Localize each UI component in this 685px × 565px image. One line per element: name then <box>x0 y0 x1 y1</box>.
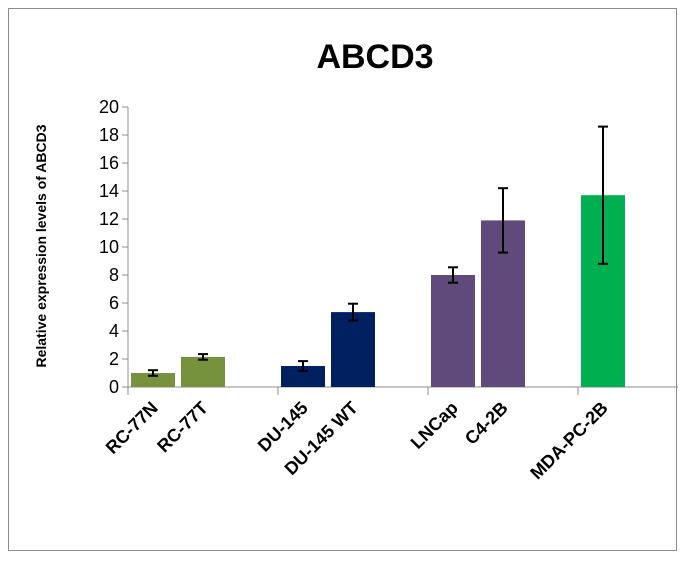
chart-title: ABCD3 <box>316 38 433 76</box>
chart-area <box>8 8 677 551</box>
bar <box>431 275 475 387</box>
y-tick-label: 6 <box>109 293 119 313</box>
y-tick-label: 4 <box>109 321 119 341</box>
y-tick-label: 12 <box>99 209 119 229</box>
y-tick-label: 14 <box>99 181 119 201</box>
bar <box>181 356 225 387</box>
x-tick-label: C4-2B <box>461 398 512 449</box>
bars <box>131 195 625 387</box>
y-tick-label: 8 <box>109 265 119 285</box>
x-tick-label: MDA-PC-2B <box>526 398 612 484</box>
y-tick-label: 20 <box>99 97 119 117</box>
y-tick-label: 0 <box>109 377 119 397</box>
bar <box>131 373 175 387</box>
x-tick-label: RC-77T <box>153 398 212 457</box>
error-bars <box>148 125 608 377</box>
y-tick-label: 18 <box>99 125 119 145</box>
x-tick-label: LNCap <box>407 398 462 453</box>
y-tick-label: 16 <box>99 153 119 173</box>
y-tick-label: 10 <box>99 237 119 257</box>
bar <box>331 312 375 387</box>
y-axis-label: Relative expression levels of ABCD3 <box>33 124 49 367</box>
y-tick-label: 2 <box>109 349 119 369</box>
x-tick-label: RC-77N <box>102 398 162 458</box>
bar <box>281 366 325 387</box>
